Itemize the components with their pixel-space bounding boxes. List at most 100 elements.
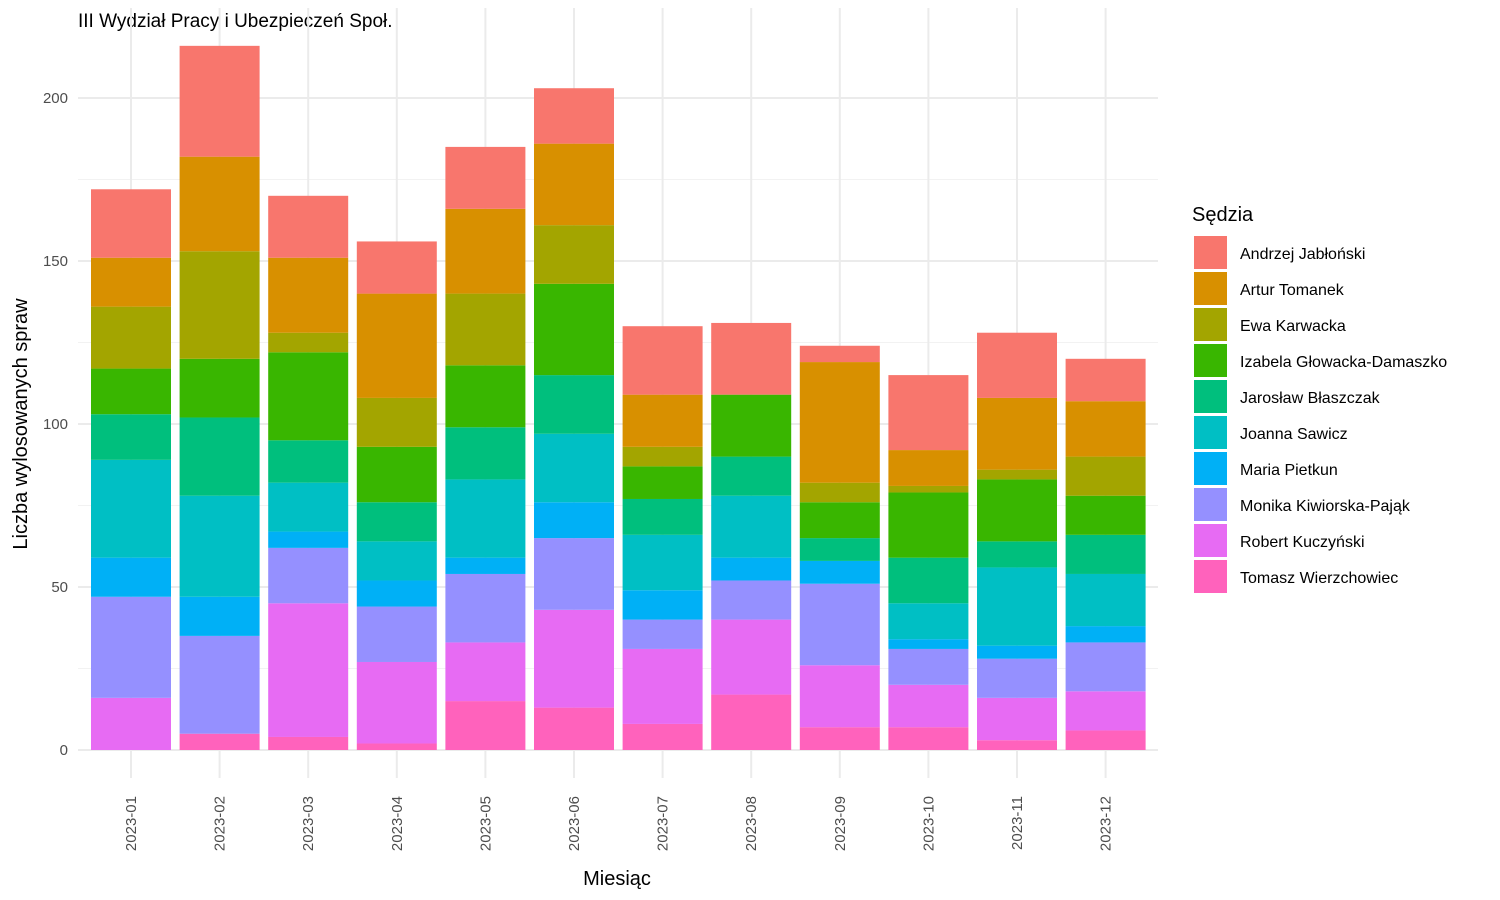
bar-segment — [356, 241, 437, 294]
bar-segment — [268, 736, 349, 750]
bar-segment — [799, 482, 880, 503]
legend-label: Ewa Karwacka — [1240, 318, 1346, 335]
x-tick-label: 2023-08 — [743, 796, 760, 851]
bar-segment — [711, 580, 792, 620]
bar-segment — [179, 358, 260, 418]
bar-segment — [445, 365, 526, 428]
legend-swatch — [1194, 524, 1227, 557]
bar-segment — [888, 492, 969, 558]
bar-segment — [268, 332, 349, 353]
bar-segment — [711, 619, 792, 695]
bar-segment — [1065, 358, 1146, 402]
bar-segment — [534, 225, 614, 284]
bar-segment — [268, 352, 349, 441]
bar-segment — [91, 368, 171, 415]
x-tick-label: 2023-01 — [123, 796, 140, 851]
bar-segment — [268, 531, 349, 548]
legend-label: Tomasz Wierzchowiec — [1240, 570, 1398, 587]
x-axis-ticks: 2023-01 2023-02 2023-03 2023-04 2023-05 2023-… — [123, 796, 1115, 851]
bar-segment — [1065, 691, 1146, 731]
x-tick-label: 2023-12 — [1098, 796, 1115, 851]
x-tick-label: 2023-04 — [389, 796, 406, 851]
bar-segment — [622, 619, 703, 649]
bar-segment — [888, 450, 969, 486]
bar-segment — [445, 479, 526, 558]
bar-segment — [91, 459, 171, 558]
bar-segment — [91, 596, 171, 698]
bar-segment — [977, 567, 1057, 646]
bar-segment — [622, 446, 703, 467]
x-tick-label: 2023-02 — [212, 796, 229, 851]
legend-swatch — [1194, 416, 1227, 449]
bar-segment — [711, 694, 792, 750]
bar-segment — [445, 573, 526, 643]
bar-segment — [977, 645, 1057, 659]
bar-segment — [534, 609, 614, 708]
bar-segment — [977, 479, 1057, 542]
bar-segment — [622, 590, 703, 620]
bar-segment — [445, 642, 526, 702]
y-tick-label: 150 — [43, 253, 68, 270]
bar-segment — [977, 697, 1057, 741]
bar-segment — [888, 648, 969, 685]
bar-segment — [622, 498, 703, 535]
bar-segment — [445, 701, 526, 750]
bar-segment — [799, 583, 880, 666]
legend-label: Izabela Głowacka-Damaszko — [1240, 354, 1447, 371]
bar-segment — [534, 88, 614, 144]
bar-segment — [268, 482, 349, 532]
bar-segment — [711, 322, 792, 395]
bar-segment — [91, 189, 171, 258]
bar-segment — [1065, 401, 1146, 457]
bar-segment — [622, 723, 703, 750]
bar-segment — [445, 427, 526, 480]
bar-segment — [268, 547, 349, 604]
bar-segment — [977, 332, 1057, 398]
bar-segment — [799, 538, 880, 561]
bar-segment — [356, 446, 437, 503]
bar-segment — [356, 580, 437, 607]
bar-segment — [91, 557, 171, 597]
bar-segment — [91, 414, 171, 460]
bar-segment — [888, 639, 969, 649]
legend-swatch — [1194, 488, 1227, 521]
bar-segment — [977, 740, 1057, 750]
bar-segment — [445, 208, 526, 294]
bar-segment — [622, 326, 703, 395]
bar-segment — [268, 195, 349, 258]
legend-label: Maria Pietkun — [1240, 462, 1338, 479]
bar-segment — [356, 743, 437, 750]
bar-segment — [356, 293, 437, 398]
x-tick-label: 2023-06 — [566, 796, 583, 851]
legend-swatch — [1194, 560, 1227, 593]
bar-segment — [179, 417, 260, 496]
x-tick-label: 2023-03 — [300, 796, 317, 851]
y-axis-title: Liczba wylosowanych spraw — [10, 298, 32, 550]
legend-swatch — [1194, 380, 1227, 413]
bars — [91, 45, 1146, 750]
bar-segment — [977, 397, 1057, 470]
bar-segment — [977, 658, 1057, 698]
bar-segment — [356, 606, 437, 662]
x-tick-label: 2023-11 — [1009, 796, 1026, 850]
x-tick-label: 2023-10 — [920, 796, 937, 851]
bar-segment — [356, 397, 437, 447]
legend-title: Sędzia — [1192, 204, 1254, 226]
x-axis-title: Miesiąc — [583, 868, 651, 890]
bar-segment — [268, 257, 349, 333]
bar-segment — [622, 534, 703, 591]
bar-segment — [179, 733, 260, 750]
legend-label: Monika Kiwiorska-Pająk — [1240, 498, 1411, 515]
bar-segment — [1065, 456, 1146, 496]
legend: Andrzej Jabłoński Artur Tomanek Ewa Karwac… — [1194, 236, 1447, 593]
legend-swatch — [1194, 344, 1227, 377]
bar-segment — [1065, 642, 1146, 692]
legend-label: Jarosław Błaszczak — [1240, 390, 1381, 407]
bar-segment — [534, 375, 614, 434]
bar-segment — [711, 394, 792, 457]
bar-segment — [534, 433, 614, 503]
legend-label: Artur Tomanek — [1240, 282, 1345, 299]
bar-segment — [1065, 534, 1146, 574]
